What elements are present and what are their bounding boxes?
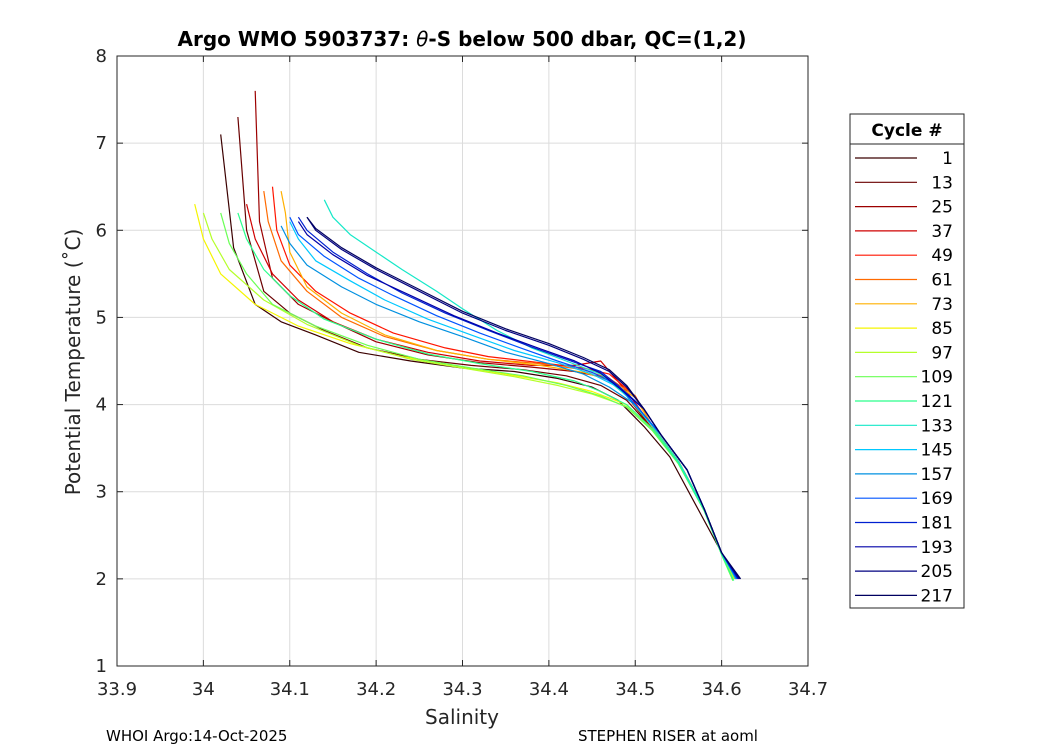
- series-line-cycle-61: [263, 191, 736, 580]
- y-axis-ticks: 1 2 3 4 5 6 7 8: [96, 46, 808, 677]
- y-tick-label: 5: [96, 307, 107, 328]
- series-line-cycle-217: [306, 216, 742, 580]
- legend-label: 49: [931, 246, 953, 266]
- series-line-cycle-25: [254, 90, 737, 580]
- x-tick-label: 34.3: [442, 679, 482, 700]
- legend-label: 169: [921, 489, 953, 509]
- series-line-cycle-1: [220, 134, 736, 578]
- legend-label: 121: [921, 392, 953, 412]
- x-tick-label: 34.7: [788, 679, 828, 700]
- legend-label: 25: [931, 198, 953, 218]
- legend-label: 133: [921, 416, 953, 436]
- legend-label: 109: [921, 368, 953, 388]
- legend-label: 145: [921, 441, 953, 461]
- y-tick-label: 4: [96, 395, 107, 416]
- legend-label: 1: [942, 149, 953, 169]
- legend-label: 97: [931, 343, 953, 363]
- legend: Cycle # 1 13 25 37 49 61 73 85 97 109 121 133 145 157…: [849, 113, 965, 609]
- series-line-cycle-37: [246, 203, 736, 580]
- y-tick-label: 8: [96, 46, 107, 67]
- chart-title: Argo WMO 5903737: θ-S below 500 dbar, QC…: [178, 27, 747, 51]
- chart-title-symbol: θ: [416, 27, 428, 51]
- x-tick-label: 34.6: [702, 679, 742, 700]
- footer-right: STEPHEN RISER at aoml: [578, 727, 758, 745]
- legend-label: 193: [921, 538, 953, 558]
- footer-left: WHOI Argo:14-Oct-2025: [106, 727, 287, 745]
- series-line-cycle-49: [271, 186, 736, 580]
- x-tick-label: 34.2: [356, 679, 396, 700]
- chart-title-suffix: -S below 500 dbar, QC=(1,2): [428, 27, 746, 51]
- y-tick-label: 7: [96, 133, 107, 154]
- series-line-cycle-205: [306, 216, 741, 580]
- x-tick-label: 34.5: [615, 679, 655, 700]
- series-line-cycle-73: [280, 190, 736, 580]
- series-line-cycle-97: [202, 212, 734, 581]
- series-line-cycle-121: [237, 212, 735, 581]
- series-line-cycle-133: [323, 199, 736, 580]
- y-tick-label: 3: [96, 482, 107, 503]
- legend-label: 61: [931, 271, 953, 291]
- x-axis-label: Salinity: [425, 705, 499, 729]
- x-tick-label: 34.1: [270, 679, 310, 700]
- x-tick-label: 34: [192, 679, 215, 700]
- legend-label: 205: [921, 562, 953, 582]
- legend-label: 181: [921, 514, 953, 534]
- y-tick-label: 6: [96, 220, 107, 241]
- series-line-cycle-157: [280, 225, 737, 580]
- y-axis-label: Potential Temperature (˚C): [61, 229, 85, 496]
- legend-label: 157: [921, 465, 953, 485]
- series-line-cycle-13: [237, 116, 736, 578]
- series-line-cycle-193: [297, 221, 740, 580]
- legend-label: 37: [931, 222, 953, 242]
- x-tick-label: 33.9: [97, 679, 137, 700]
- legend-box: [849, 113, 965, 609]
- legend-title: Cycle #: [871, 121, 942, 141]
- x-tick-label: 34.4: [529, 679, 569, 700]
- series-lines: [194, 90, 742, 581]
- y-tick-label: 2: [96, 569, 107, 590]
- legend-label: 85: [931, 319, 953, 339]
- legend-label: 73: [931, 295, 953, 315]
- series-line-cycle-85: [194, 203, 735, 580]
- legend-label: 13: [931, 173, 953, 193]
- series-line-cycle-181: [297, 216, 739, 580]
- series-line-cycle-169: [289, 216, 738, 580]
- legend-label: 217: [921, 586, 953, 606]
- series-line-cycle-145: [289, 221, 737, 580]
- y-tick-label: 1: [96, 656, 107, 677]
- legend-items: 1 13 25 37 49 61 73 85 97 109 121 133 145 157 169 181 19…: [855, 149, 953, 606]
- chart-title-prefix: Argo WMO 5903737:: [178, 27, 417, 51]
- x-axis-ticks: 33.9 34 34.1 34.2 34.3 34.4 34.5 34.6 34.7: [97, 56, 828, 700]
